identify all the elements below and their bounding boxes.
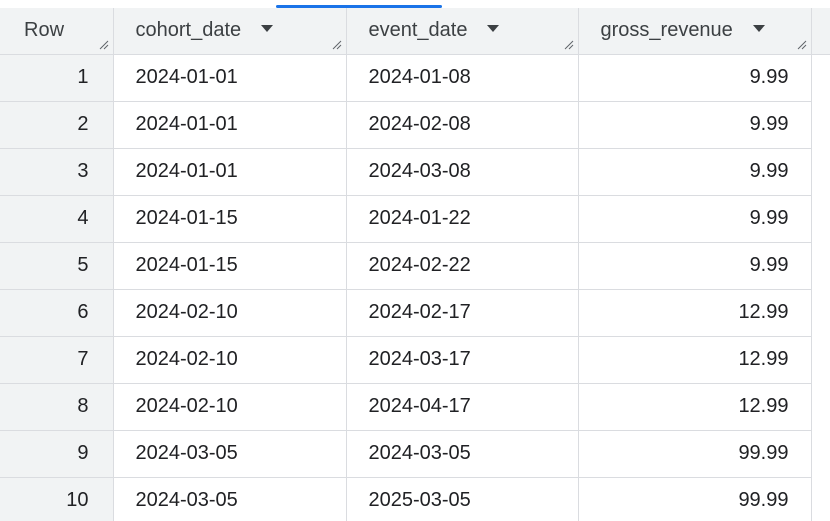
table-row: 8 2024-02-10 2024-04-17 12.99 xyxy=(0,383,830,431)
table-row: 7 2024-02-10 2024-03-17 12.99 xyxy=(0,336,830,384)
row-filler xyxy=(811,242,830,289)
event-date-cell[interactable]: 2024-03-08 xyxy=(346,148,579,196)
column-header-label: cohort_date xyxy=(135,19,242,42)
cohort-date-cell[interactable]: 2024-02-10 xyxy=(113,336,347,384)
gross-revenue-cell[interactable]: 9.99 xyxy=(578,101,812,149)
row-filler xyxy=(811,101,830,148)
resize-handle-icon[interactable] xyxy=(99,40,109,50)
results-table: Row cohort_date event_date xyxy=(0,8,830,521)
row-number: 10 xyxy=(0,477,114,521)
column-header-label: Row xyxy=(24,19,65,42)
row-filler xyxy=(811,148,830,195)
cohort-date-cell[interactable]: 2024-01-01 xyxy=(113,101,347,149)
gross-revenue-cell[interactable]: 99.99 xyxy=(578,430,812,478)
resize-handle-icon[interactable] xyxy=(332,40,342,50)
header-row: Row cohort_date event_date xyxy=(0,8,830,55)
column-header-row: Row xyxy=(0,8,114,55)
table-row: 4 2024-01-15 2024-01-22 9.99 xyxy=(0,195,830,243)
row-number: 2 xyxy=(0,101,114,149)
table-row: 6 2024-02-10 2024-02-17 12.99 xyxy=(0,289,830,337)
row-number: 5 xyxy=(0,242,114,290)
resize-handle-icon[interactable] xyxy=(797,40,807,50)
chevron-down-icon[interactable] xyxy=(487,25,500,33)
row-filler xyxy=(811,430,830,477)
table-row: 10 2024-03-05 2025-03-05 99.99 xyxy=(0,477,830,521)
column-header-cohort-date[interactable]: cohort_date xyxy=(113,8,347,55)
column-header-gross-revenue[interactable]: gross_revenue xyxy=(578,8,812,55)
gross-revenue-cell[interactable]: 12.99 xyxy=(578,383,812,431)
row-number: 4 xyxy=(0,195,114,243)
row-filler xyxy=(811,383,830,430)
cohort-date-cell[interactable]: 2024-03-05 xyxy=(113,430,347,478)
row-number: 3 xyxy=(0,148,114,196)
resize-handle-icon[interactable] xyxy=(564,40,574,50)
gross-revenue-cell[interactable]: 9.99 xyxy=(578,242,812,290)
event-date-cell[interactable]: 2024-01-22 xyxy=(346,195,579,243)
event-date-cell[interactable]: 2025-03-05 xyxy=(346,477,579,521)
row-number: 1 xyxy=(0,54,114,102)
row-number: 6 xyxy=(0,289,114,337)
event-date-cell[interactable]: 2024-04-17 xyxy=(346,383,579,431)
gross-revenue-cell[interactable]: 9.99 xyxy=(578,148,812,196)
event-date-cell[interactable]: 2024-02-08 xyxy=(346,101,579,149)
table-row: 9 2024-03-05 2024-03-05 99.99 xyxy=(0,430,830,478)
row-number: 7 xyxy=(0,336,114,384)
cohort-date-cell[interactable]: 2024-02-10 xyxy=(113,383,347,431)
chevron-down-icon[interactable] xyxy=(752,25,765,33)
header-filler xyxy=(811,8,830,55)
gross-revenue-cell[interactable]: 9.99 xyxy=(578,54,812,102)
gross-revenue-cell[interactable]: 12.99 xyxy=(578,289,812,337)
row-number: 8 xyxy=(0,383,114,431)
column-header-event-date[interactable]: event_date xyxy=(346,8,579,55)
cohort-date-cell[interactable]: 2024-01-01 xyxy=(113,54,347,102)
event-date-cell[interactable]: 2024-03-05 xyxy=(346,430,579,478)
cohort-date-cell[interactable]: 2024-01-15 xyxy=(113,242,347,290)
event-date-cell[interactable]: 2024-02-17 xyxy=(346,289,579,337)
table-row: 3 2024-01-01 2024-03-08 9.99 xyxy=(0,148,830,196)
table-row: 2 2024-01-01 2024-02-08 9.99 xyxy=(0,101,830,149)
column-header-label: gross_revenue xyxy=(600,19,733,42)
table-row: 1 2024-01-01 2024-01-08 9.99 xyxy=(0,54,830,102)
table-row: 5 2024-01-15 2024-02-22 9.99 xyxy=(0,242,830,290)
row-filler xyxy=(811,54,830,101)
row-filler xyxy=(811,336,830,383)
cohort-date-cell[interactable]: 2024-02-10 xyxy=(113,289,347,337)
event-date-cell[interactable]: 2024-03-17 xyxy=(346,336,579,384)
cohort-date-cell[interactable]: 2024-03-05 xyxy=(113,477,347,521)
row-filler xyxy=(811,195,830,242)
row-filler xyxy=(811,477,830,521)
cohort-date-cell[interactable]: 2024-01-01 xyxy=(113,148,347,196)
event-date-cell[interactable]: 2024-02-22 xyxy=(346,242,579,290)
gross-revenue-cell[interactable]: 12.99 xyxy=(578,336,812,384)
cohort-date-cell[interactable]: 2024-01-15 xyxy=(113,195,347,243)
row-filler xyxy=(811,289,830,336)
event-date-cell[interactable]: 2024-01-08 xyxy=(346,54,579,102)
column-header-label: event_date xyxy=(368,19,468,42)
chevron-down-icon[interactable] xyxy=(261,25,274,33)
gross-revenue-cell[interactable]: 9.99 xyxy=(578,195,812,243)
gross-revenue-cell[interactable]: 99.99 xyxy=(578,477,812,521)
active-tab-indicator xyxy=(276,5,442,8)
row-number: 9 xyxy=(0,430,114,478)
